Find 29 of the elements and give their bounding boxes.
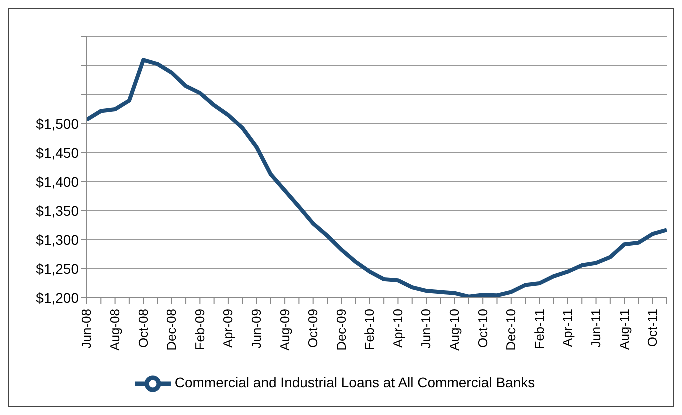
x-tick-label: Aug-08 [108,309,123,351]
x-tick-label: Apr-11 [560,309,576,348]
y-tick-label: $1,500 [36,116,80,132]
x-tick-label: Aug-09 [277,309,292,351]
x-tick-label: Oct-11 [645,309,660,348]
x-tick-label: Dec-10 [504,309,519,351]
x-tick-label: Feb-10 [362,309,378,350]
x-tick-label: Jun-10 [418,309,434,349]
y-tick-label: $1,350 [36,202,80,219]
x-tick-label: Oct-08 [136,309,151,348]
y-tick-label: $1,450 [36,144,80,161]
y-tick-label: $1,200 [36,290,80,306]
x-tick-label: Oct-10 [475,309,490,348]
x-tick-label: Aug-10 [447,309,462,351]
legend-label: Commercial and Industrial Loans at All Commercial Banks [174,374,536,391]
y-tick-label: $1,250 [36,260,80,277]
x-tick-label: Dec-09 [334,309,349,351]
x-tick-label: Oct-09 [306,309,321,348]
x-tick-label: Aug-11 [616,309,632,350]
x-tick-label: Jun-08 [79,309,94,349]
x-tick-label: Dec-08 [164,309,180,351]
x-tick-label: Feb-09 [192,309,208,350]
x-tick-label: Apr-09 [220,309,236,348]
y-tick-label: $1,400 [36,174,80,190]
x-tick-label: Feb-11 [532,309,547,350]
x-tick-label: Apr-10 [390,309,406,348]
y-tick-label: $1,300 [36,232,80,248]
x-tick-label: Jun-11 [588,309,604,348]
x-tick-label: Jun-09 [248,309,264,349]
